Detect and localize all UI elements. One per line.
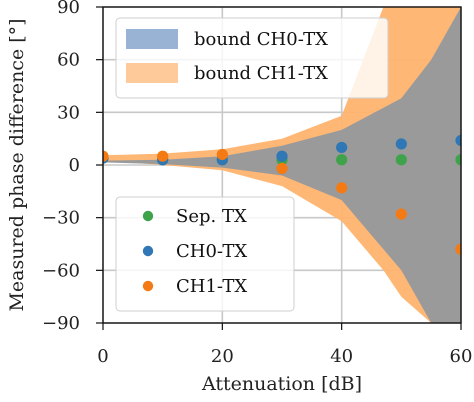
legend-label: bound CH1-TX	[194, 63, 328, 84]
legend-upper: bound CH0-TX bound CH1-TX	[115, 17, 389, 99]
x-tick-label: 40	[330, 346, 353, 367]
ch1-tx-point	[157, 150, 169, 162]
ch1-tx-point	[395, 208, 407, 220]
x-axis-title: Attenuation [dB]	[201, 373, 362, 395]
points-layer	[103, 134, 461, 255]
ch1-tx-point	[336, 182, 348, 194]
ch0-tx-point	[336, 141, 348, 154]
x-axis-ticks: 0 20 40 60	[97, 323, 472, 367]
y-axis-title: Measured phase difference [°]	[6, 18, 28, 311]
legend-label: bound CH0-TX	[194, 29, 328, 50]
sep-tx-point	[395, 154, 407, 166]
legend-upper-box	[115, 17, 389, 99]
legend-marker	[142, 280, 154, 292]
legend-swatch-bound-ch1-tx	[126, 63, 178, 83]
ch1-tx-point	[276, 162, 288, 175]
ch0-tx-point	[395, 138, 407, 150]
y-tick-label: −30	[42, 208, 80, 229]
x-tick-label: 60	[450, 346, 473, 367]
legend-lower-box	[115, 196, 295, 312]
legend-marker	[142, 210, 154, 222]
x-tick-label: 20	[211, 346, 234, 367]
y-axis-ticks: 90 60 30 0 −30 −60 −90	[42, 0, 103, 334]
legend-label: Sep. TX	[176, 206, 247, 227]
y-tick-label: 60	[57, 50, 80, 71]
ch1-tx-point	[216, 148, 228, 161]
legend-lower: Sep. TX CH0-TX CH1-TX	[115, 196, 295, 312]
legend-label: CH1-TX	[176, 276, 247, 297]
y-tick-label: −60	[42, 260, 80, 281]
sep-tx-point	[336, 154, 348, 166]
ch0-tx-point	[276, 150, 288, 162]
y-tick-label: 0	[69, 155, 80, 176]
y-tick-label: 30	[57, 102, 80, 123]
legend-swatch-bound-ch0-tx	[126, 29, 178, 49]
legend-marker	[142, 245, 154, 257]
y-tick-label: 90	[57, 0, 80, 18]
y-tick-label: −90	[42, 313, 80, 334]
x-tick-label: 0	[97, 346, 108, 367]
legend-label: CH0-TX	[176, 241, 247, 262]
